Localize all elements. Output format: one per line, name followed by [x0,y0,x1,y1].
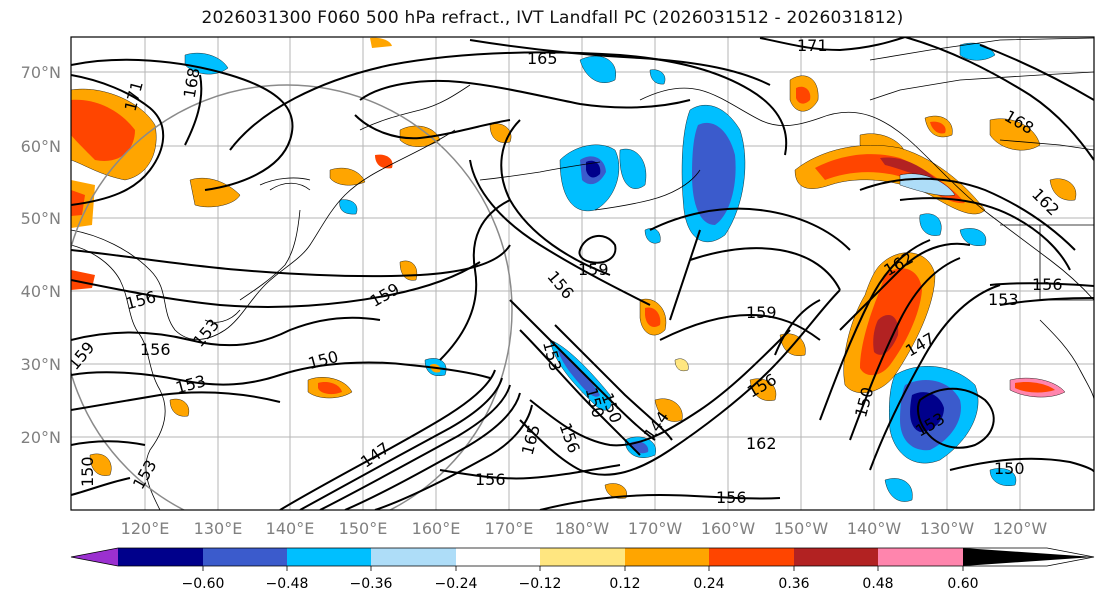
lon-label: 160°W [701,519,756,538]
contour-label: 156 [716,488,747,507]
colorbar-tick: −0.24 [435,576,478,592]
colorbar-segment [203,548,287,566]
contour-label: 156 [475,470,506,489]
contour-label: 150 [78,456,97,487]
lon-label: 160°E [412,519,461,538]
map-title: 2026031300 F060 500 hPa refract., IVT La… [201,8,904,28]
colorbar-segment [540,548,625,566]
colorbar-tick: −0.12 [519,576,562,592]
height-contours [71,37,1094,510]
lat-label: 20°N [21,428,61,447]
colorbar-segment [625,548,709,566]
contour-label: 159 [746,303,777,322]
colorbar-segment [878,548,963,566]
lat-label: 50°N [21,209,61,228]
colorbar-tick: 0.60 [947,576,978,592]
lat-label: 30°N [21,355,61,374]
contour-label: 171 [797,36,828,55]
colorbar-tick: −0.36 [350,576,393,592]
lon-label: 140°W [847,519,902,538]
colorbar-segment [709,548,794,566]
refractivity-shading [71,37,1077,502]
lon-label: 150°E [339,519,388,538]
lon-label: 120°W [993,519,1048,538]
radius-circle [71,84,513,510]
colorbar-segment [118,548,203,566]
colorbar-segment [456,548,540,566]
colorbar-segment [287,548,371,566]
longitude-labels: 120°E 130°E 140°E 150°E 160°E 170°E 180°… [121,519,1048,538]
lon-label: 140°E [266,519,315,538]
contour-label: 156 [1032,275,1063,294]
lat-label: 70°N [21,63,61,82]
colorbar-tick: −0.60 [182,576,225,592]
colorbar-segment [371,548,456,566]
colorbar-segment [963,548,1094,566]
lon-label: 170°W [628,519,683,538]
colorbar-tick: 0.24 [693,576,724,592]
lon-label: 170°E [485,519,534,538]
lat-label: 40°N [21,282,61,301]
colorbar-tick: −0.48 [266,576,309,592]
colorbar: −0.60 −0.48 −0.36 −0.24 −0.12 0.12 0.24 … [70,547,1095,592]
contour-label: 165 [527,49,558,68]
lon-label: 130°E [194,519,243,538]
contour-label: 156 [140,340,171,359]
coastlines [71,37,1094,510]
contour-label: 150 [994,459,1025,478]
lon-label: 150°W [774,519,829,538]
lon-label: 120°E [121,519,170,538]
colorbar-segment [794,548,878,566]
map-frame [70,36,1095,511]
contour-label: 153 [988,290,1019,309]
lat-label: 60°N [21,137,61,156]
lon-label: 180°W [555,519,610,538]
colorbar-segment [71,548,118,566]
colorbar-tick: 0.48 [862,576,893,592]
colorbar-tick: 0.12 [609,576,640,592]
colorbar-tick: 0.36 [778,576,809,592]
latitude-labels: 70°N 60°N 50°N 40°N 30°N 20°N [21,63,61,447]
contour-label: 162 [746,434,777,453]
contour-label: 159 [578,260,609,279]
lon-label: 130°W [920,519,975,538]
